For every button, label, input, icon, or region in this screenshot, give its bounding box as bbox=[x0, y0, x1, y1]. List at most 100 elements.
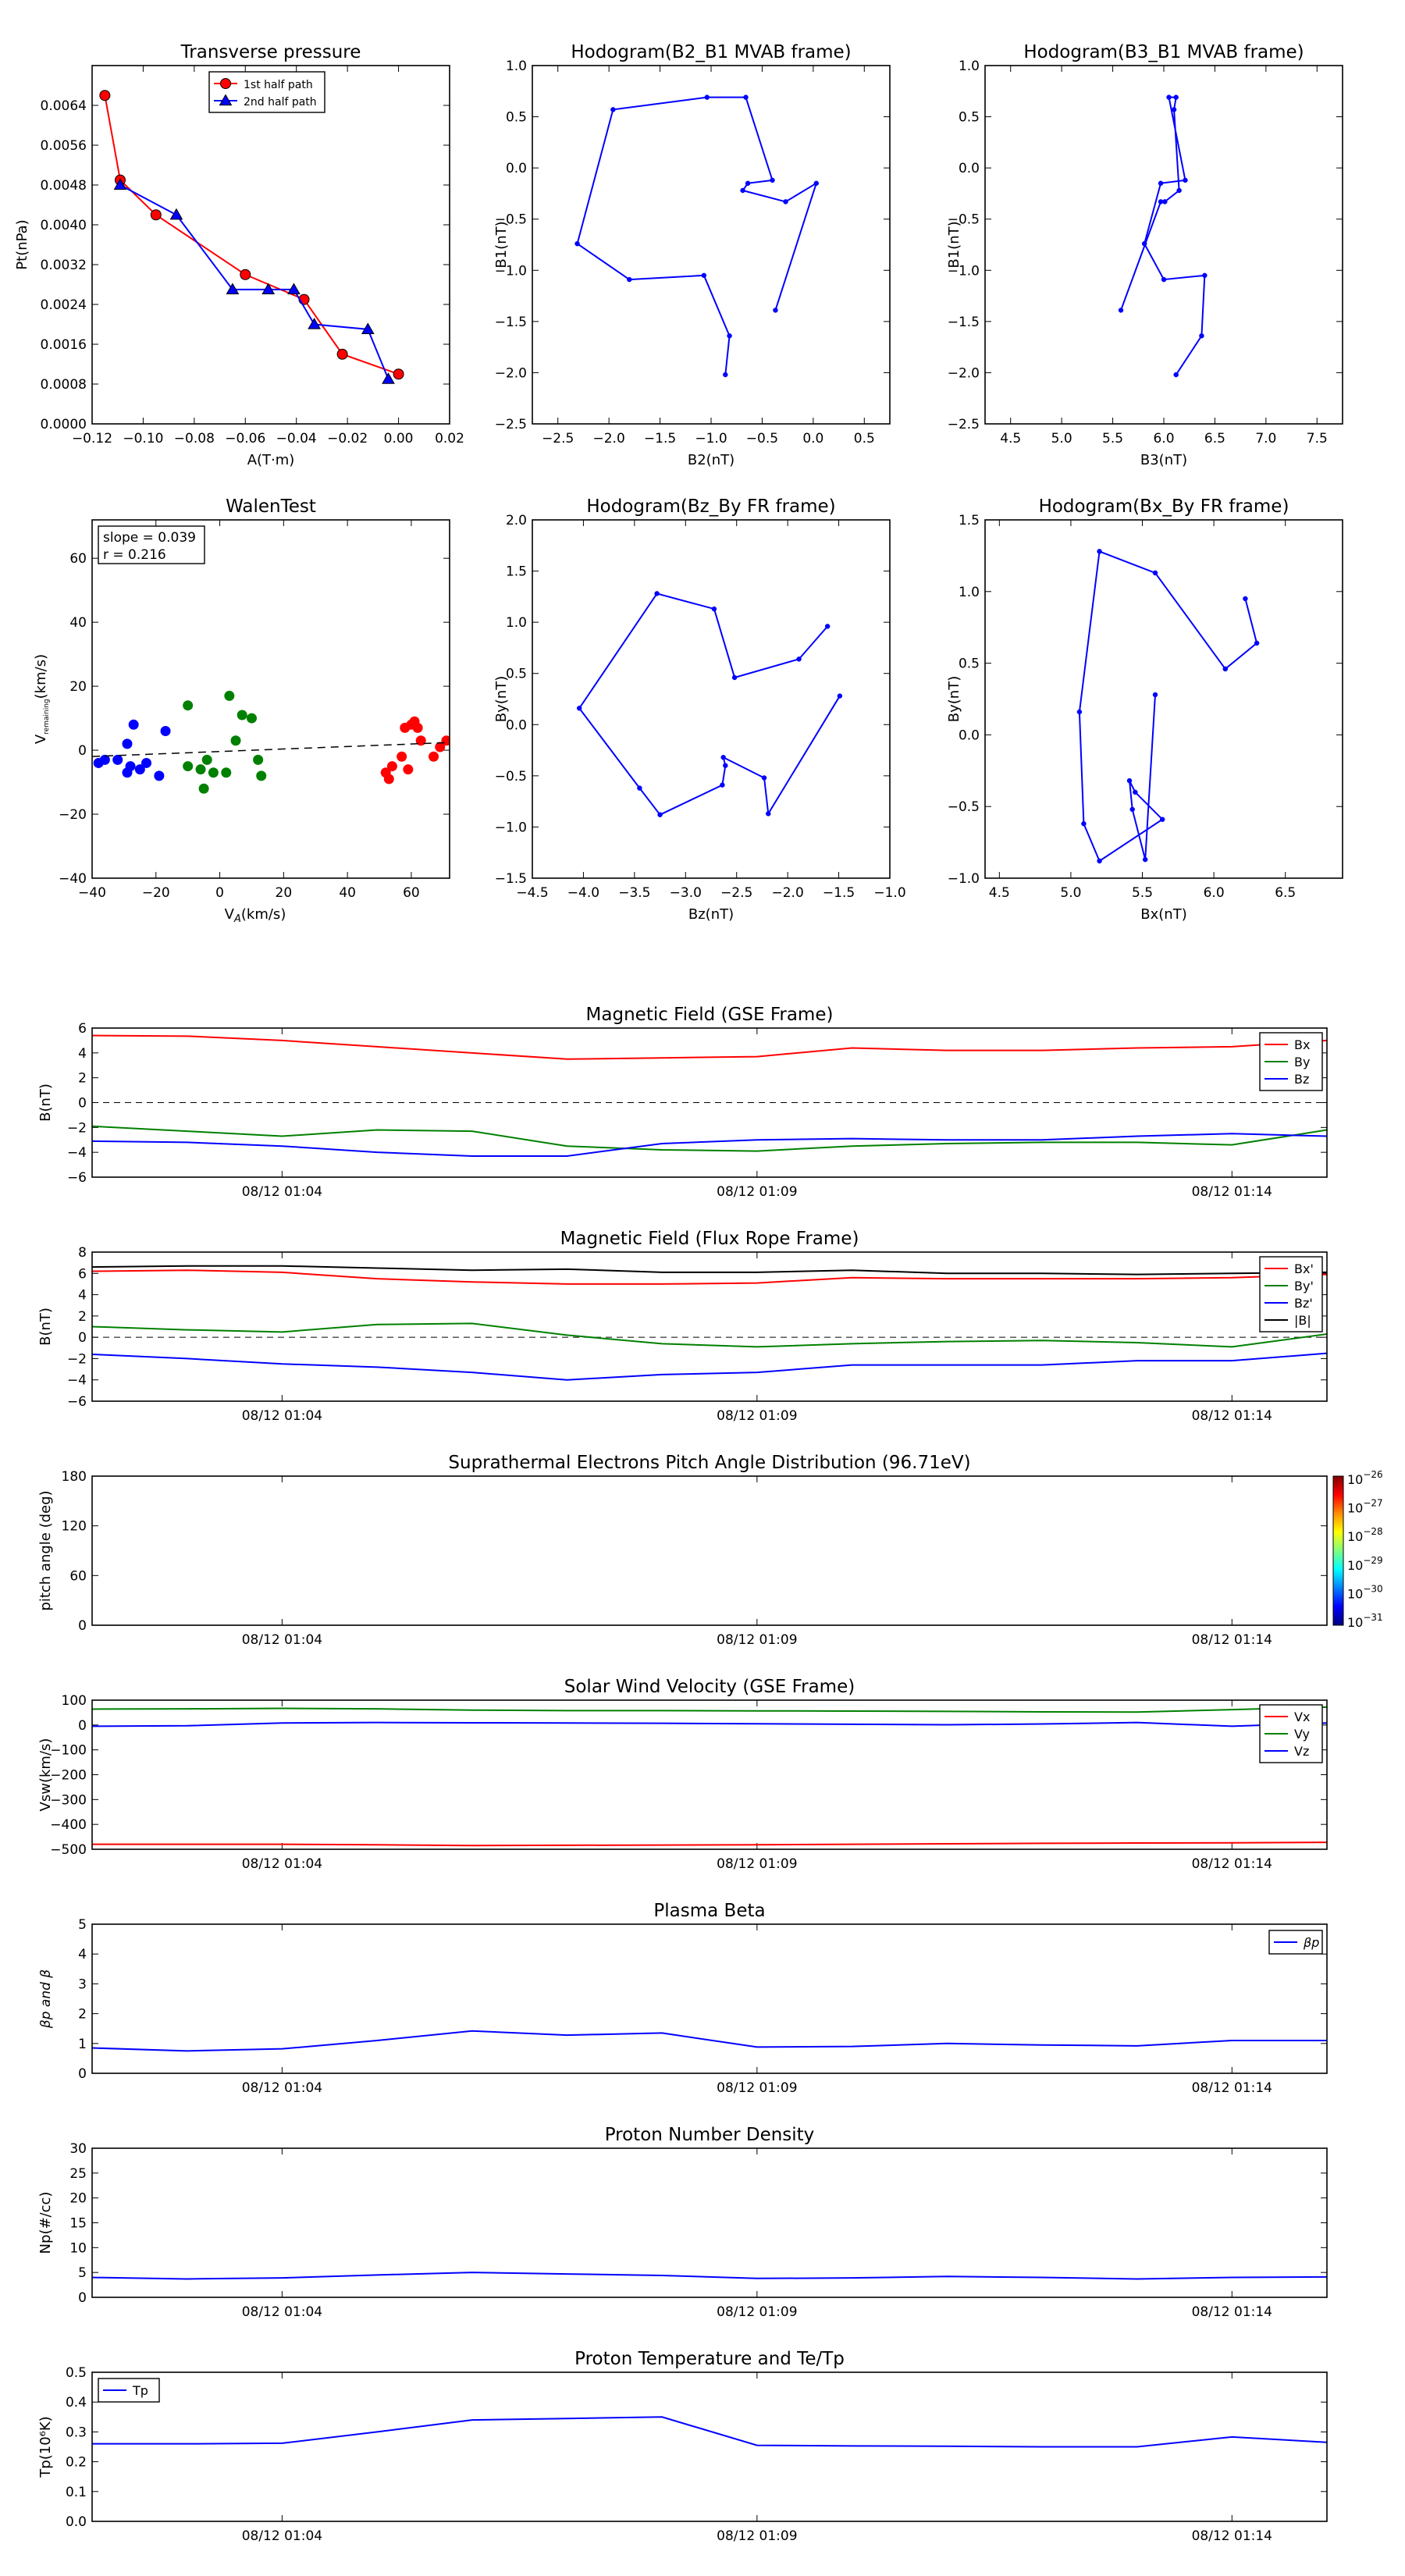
annotation-r: r = 0.216 bbox=[103, 547, 166, 563]
x-tick-label: −1.0 bbox=[695, 431, 727, 447]
y-tick-label: −0.5 bbox=[495, 769, 527, 785]
legend-label: Vx bbox=[1294, 1710, 1310, 1724]
x-tick-label: 08/12 01:04 bbox=[242, 1856, 322, 1872]
x-tick-label: −0.12 bbox=[72, 431, 112, 447]
legend-label: |B| bbox=[1294, 1313, 1311, 1328]
y-axis-label-subscript: remaining bbox=[43, 699, 51, 734]
y-tick-label: 60 bbox=[69, 551, 87, 567]
scatter-point bbox=[386, 761, 397, 772]
x-tick-label: 5.0 bbox=[1060, 885, 1081, 901]
panel-11: Plasma Beta 08/12 01:04 08/12 01:09 08/12 0… bbox=[38, 1901, 1328, 2096]
y-tick-label: 0.0024 bbox=[41, 297, 87, 313]
x-tick-label: 08/12 01:09 bbox=[717, 1632, 797, 1648]
data-point bbox=[113, 178, 127, 190]
data-point bbox=[336, 348, 348, 360]
data-point bbox=[761, 775, 767, 781]
x-axis-label: VA(km/s) bbox=[225, 906, 286, 925]
x-tick-label: −4.0 bbox=[567, 885, 599, 901]
x-tick-label: −2.0 bbox=[593, 431, 625, 447]
data-point bbox=[1118, 308, 1124, 313]
x-tick-label: 0.5 bbox=[854, 431, 875, 447]
y-tick-label: 1.0 bbox=[506, 59, 527, 74]
y-tick-label: 180 bbox=[62, 1469, 87, 1485]
y-tick-label: 6 bbox=[78, 1021, 87, 1037]
y-tick-label: −2 bbox=[67, 1351, 87, 1367]
y-tick-label: 5 bbox=[78, 1917, 87, 1933]
y-tick-label: 1.0 bbox=[506, 615, 527, 631]
scatter-point bbox=[122, 738, 133, 749]
y-tick-label: −4 bbox=[67, 1373, 87, 1389]
scatter-point bbox=[397, 751, 407, 762]
data-point bbox=[731, 674, 738, 681]
y-tick-label: −2.5 bbox=[948, 417, 980, 432]
data-point bbox=[610, 107, 616, 112]
series-line bbox=[578, 592, 841, 817]
y-tick-label: −1.0 bbox=[948, 263, 980, 279]
x-tick-label: 0.00 bbox=[384, 431, 414, 447]
panel-1: Transverse pressure−0.12 −0.10 −0.08 −0.06−… bbox=[14, 42, 464, 468]
scatter-point bbox=[246, 713, 257, 724]
y-tick-label: 20 bbox=[69, 2191, 87, 2207]
series-line bbox=[1078, 550, 1258, 863]
y-tick-label: −1.5 bbox=[948, 315, 980, 330]
data-point bbox=[704, 94, 710, 100]
y-tick-label: −1.0 bbox=[495, 263, 527, 279]
chart-title: Hodogram(B2_B1 MVAB frame) bbox=[571, 42, 851, 62]
y-tick-label: 60 bbox=[69, 1568, 87, 1584]
legend-label: Bx' bbox=[1294, 1261, 1314, 1276]
x-tick-label: 7.5 bbox=[1307, 431, 1328, 447]
y-tick-label: 15 bbox=[69, 2216, 87, 2232]
data-point bbox=[361, 322, 375, 334]
data-point bbox=[1222, 666, 1229, 672]
y-tick-label: 0.4 bbox=[66, 2395, 87, 2411]
x-tick-label: −0.08 bbox=[174, 431, 215, 447]
y-tick-label: 0.0000 bbox=[41, 417, 87, 432]
y-axis-label: B(nT) bbox=[37, 1308, 54, 1346]
y-tick-label: 0.0040 bbox=[41, 218, 87, 233]
legend-marker bbox=[220, 78, 231, 89]
x-tick-label: −1.5 bbox=[823, 885, 855, 901]
x-tick-label: 7.0 bbox=[1255, 431, 1276, 447]
y-tick-label: −400 bbox=[50, 1817, 87, 1833]
x-tick-label: 5.5 bbox=[1102, 431, 1123, 447]
x-tick-label: −0.10 bbox=[123, 431, 163, 447]
panel-6: Hodogram(Bx_By FR frame) 4.5 5.0 5.5 6.0 6.5 −… bbox=[946, 496, 1343, 923]
data-point bbox=[1254, 640, 1260, 646]
data-point bbox=[654, 591, 660, 596]
scatter-point bbox=[183, 700, 194, 711]
scatter-point bbox=[99, 754, 110, 765]
data-point bbox=[1199, 333, 1204, 339]
chart-title: Magnetic Field (GSE Frame) bbox=[586, 1005, 834, 1025]
x-tick-label: −1.5 bbox=[644, 431, 676, 447]
panel-9: Suprathermal Electrons Pitch Angle Distr… bbox=[37, 1453, 1383, 1648]
panel-7: Magnetic Field (GSE Frame) 08/12 01:04 08/… bbox=[37, 1005, 1328, 1200]
data-layer bbox=[92, 2416, 1327, 2448]
series-line bbox=[92, 1352, 1327, 1381]
series-line bbox=[92, 1841, 1327, 1847]
data-point bbox=[1159, 817, 1165, 822]
scatter-point bbox=[128, 719, 139, 730]
axes-frame bbox=[984, 65, 1343, 425]
axes-frame bbox=[91, 1475, 1328, 1626]
series-line bbox=[92, 1322, 1327, 1348]
x-tick-label: 08/12 01:09 bbox=[717, 2080, 797, 2096]
legend-label: Bz' bbox=[1294, 1296, 1313, 1311]
data-point bbox=[1161, 276, 1167, 283]
legend-label: Tp bbox=[132, 2383, 148, 2398]
colorbar-label-exponent: −29 bbox=[1363, 1555, 1382, 1566]
x-tick-label: 08/12 01:14 bbox=[1192, 1408, 1272, 1424]
scatter-point bbox=[415, 735, 426, 746]
data-point bbox=[740, 187, 745, 194]
legend-label: 1st half path bbox=[244, 79, 313, 91]
y-tick-label: 10 bbox=[69, 2240, 87, 2256]
y-tick-label: 4 bbox=[78, 1947, 87, 1962]
x-axis-label: A(T·m) bbox=[247, 452, 295, 468]
legend-marker bbox=[219, 94, 233, 106]
x-tick-label: 20 bbox=[276, 885, 293, 901]
x-tick-label: 0 bbox=[215, 885, 224, 901]
data-point bbox=[1141, 240, 1147, 247]
y-tick-label: −0.5 bbox=[948, 212, 980, 228]
data-layer bbox=[92, 2272, 1327, 2280]
data-point bbox=[574, 240, 580, 247]
